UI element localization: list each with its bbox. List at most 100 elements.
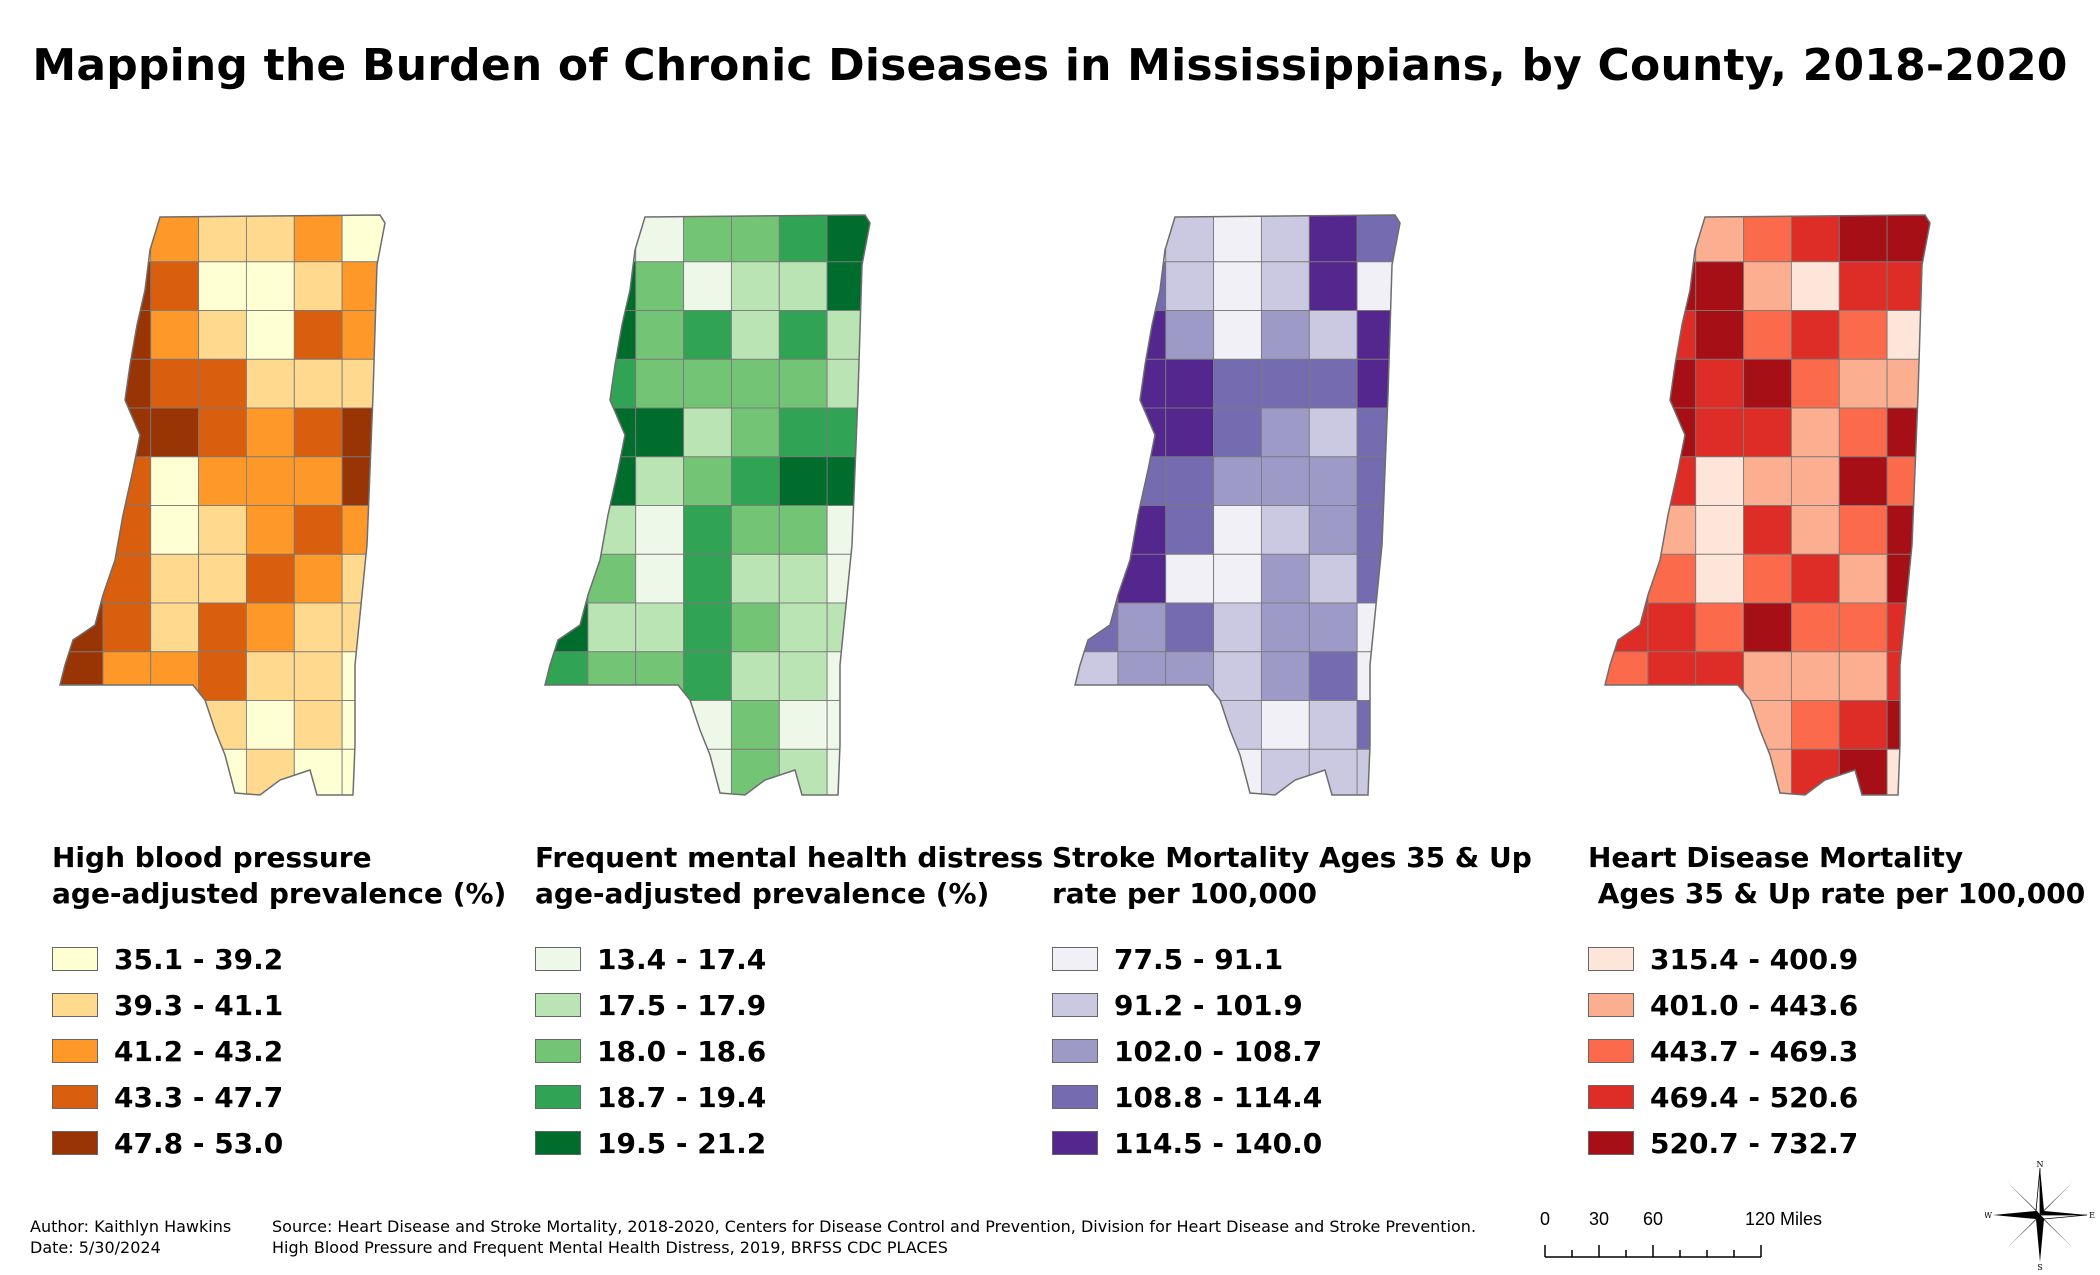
- county-cell: [293, 310, 343, 360]
- county-cell: [102, 602, 152, 653]
- county-cell: [1790, 651, 1840, 702]
- scale-tick-label: 120 Miles: [1745, 1209, 1822, 1229]
- county-cell: [1695, 748, 1745, 795]
- county-cell: [587, 310, 637, 360]
- county-cell: [778, 651, 828, 702]
- county-cell: [730, 700, 780, 750]
- county-cell: [1695, 553, 1745, 604]
- county-cell: [1260, 215, 1310, 263]
- county-cell: [245, 700, 295, 750]
- legend-stroke-mortality: Stroke Mortality Ages 35 & Up rate per 1…: [1052, 840, 1532, 1166]
- county-cell: [150, 602, 200, 653]
- county-cell: [1356, 407, 1400, 458]
- county-cell: [245, 651, 295, 702]
- county-cell: [198, 407, 247, 458]
- legend-item: 43.3 - 47.7: [52, 1074, 506, 1120]
- legend-swatch: [1052, 947, 1098, 971]
- legend-title: High blood pressure age-adjusted prevale…: [52, 841, 507, 910]
- county-cell: [1260, 602, 1310, 653]
- county-cell: [1308, 553, 1358, 604]
- county-cell: [587, 505, 637, 555]
- legend-swatch: [52, 947, 98, 971]
- county-cell: [730, 261, 780, 312]
- county-cell: [683, 456, 732, 507]
- county-cell: [1356, 748, 1400, 795]
- legend-item: 13.4 - 17.4: [535, 936, 1043, 982]
- county-cell: [1165, 358, 1215, 409]
- county-cell: [1165, 602, 1215, 653]
- county-cell: [1790, 215, 1840, 263]
- county-cell: [683, 215, 732, 263]
- source-block: Source: Heart Disease and Stroke Mortali…: [272, 1216, 1476, 1258]
- county-cell: [826, 310, 870, 360]
- county-cell: [778, 456, 828, 507]
- county-cell: [1308, 748, 1358, 795]
- legend-label: 18.0 - 18.6: [597, 1034, 767, 1068]
- legend-swatch: [1588, 1131, 1634, 1155]
- county-cell: [60, 505, 104, 555]
- county-cell: [1213, 651, 1262, 702]
- county-cell: [1886, 407, 1930, 458]
- legend-item: 39.3 - 41.1: [52, 982, 506, 1028]
- legend-item: 520.7 - 732.7: [1588, 1120, 2085, 1166]
- county-cell: [730, 651, 780, 702]
- county-cell: [60, 358, 104, 409]
- county-cell: [1743, 700, 1792, 750]
- county-cell: [778, 310, 828, 360]
- county-cell: [1605, 700, 1649, 750]
- legend-label: 77.5 - 91.1: [1114, 942, 1284, 976]
- county-cell: [245, 456, 295, 507]
- county-cell: [545, 407, 589, 458]
- county-cell: [1075, 358, 1119, 409]
- county-cell: [150, 310, 200, 360]
- county-cell: [198, 456, 247, 507]
- county-cell: [1117, 748, 1167, 795]
- county-cell: [341, 261, 385, 312]
- county-cell: [1886, 215, 1930, 263]
- author-block: Author: Kaithlyn Hawkins Date: 5/30/2024: [30, 1216, 231, 1258]
- county-cell: [1695, 456, 1745, 507]
- county-cell: [1790, 700, 1840, 750]
- county-cell: [826, 700, 870, 750]
- county-cell: [293, 700, 343, 750]
- legend-swatch: [52, 1131, 98, 1155]
- county-cell: [587, 215, 637, 263]
- county-cell: [545, 215, 589, 263]
- county-cell: [1743, 456, 1792, 507]
- county-cell: [778, 748, 828, 795]
- county-cell: [1165, 651, 1215, 702]
- county-cell: [778, 358, 828, 409]
- county-cell: [826, 651, 870, 702]
- county-cell: [1075, 310, 1119, 360]
- county-cell: [1838, 358, 1888, 409]
- county-cell: [150, 505, 200, 555]
- county-cell: [341, 651, 385, 702]
- county-cell: [60, 407, 104, 458]
- county-cell: [683, 700, 732, 750]
- county-cell: [198, 215, 247, 263]
- legend-label: 17.5 - 17.9: [597, 988, 767, 1022]
- legend-item: 77.5 - 91.1: [1052, 936, 1532, 982]
- county-cell: [1117, 310, 1167, 360]
- county-cell: [1213, 407, 1262, 458]
- date-text: Date: 5/30/2024: [30, 1238, 161, 1257]
- county-cell: [635, 602, 685, 653]
- county-cell: [293, 651, 343, 702]
- county-cell: [683, 602, 732, 653]
- legend-swatch: [52, 1039, 98, 1063]
- county-cell: [683, 310, 732, 360]
- county-cell: [60, 215, 104, 263]
- county-cell: [730, 310, 780, 360]
- county-cell: [245, 310, 295, 360]
- county-cell: [778, 215, 828, 263]
- legend-swatch: [1052, 1039, 1098, 1063]
- county-cell: [1743, 602, 1792, 653]
- county-cell: [1647, 261, 1697, 312]
- county-cell: [635, 456, 685, 507]
- county-cell: [1647, 310, 1697, 360]
- county-cell: [341, 748, 385, 795]
- county-cell: [60, 261, 104, 312]
- county-cell: [1213, 700, 1262, 750]
- county-cell: [1260, 407, 1310, 458]
- county-cell: [1117, 553, 1167, 604]
